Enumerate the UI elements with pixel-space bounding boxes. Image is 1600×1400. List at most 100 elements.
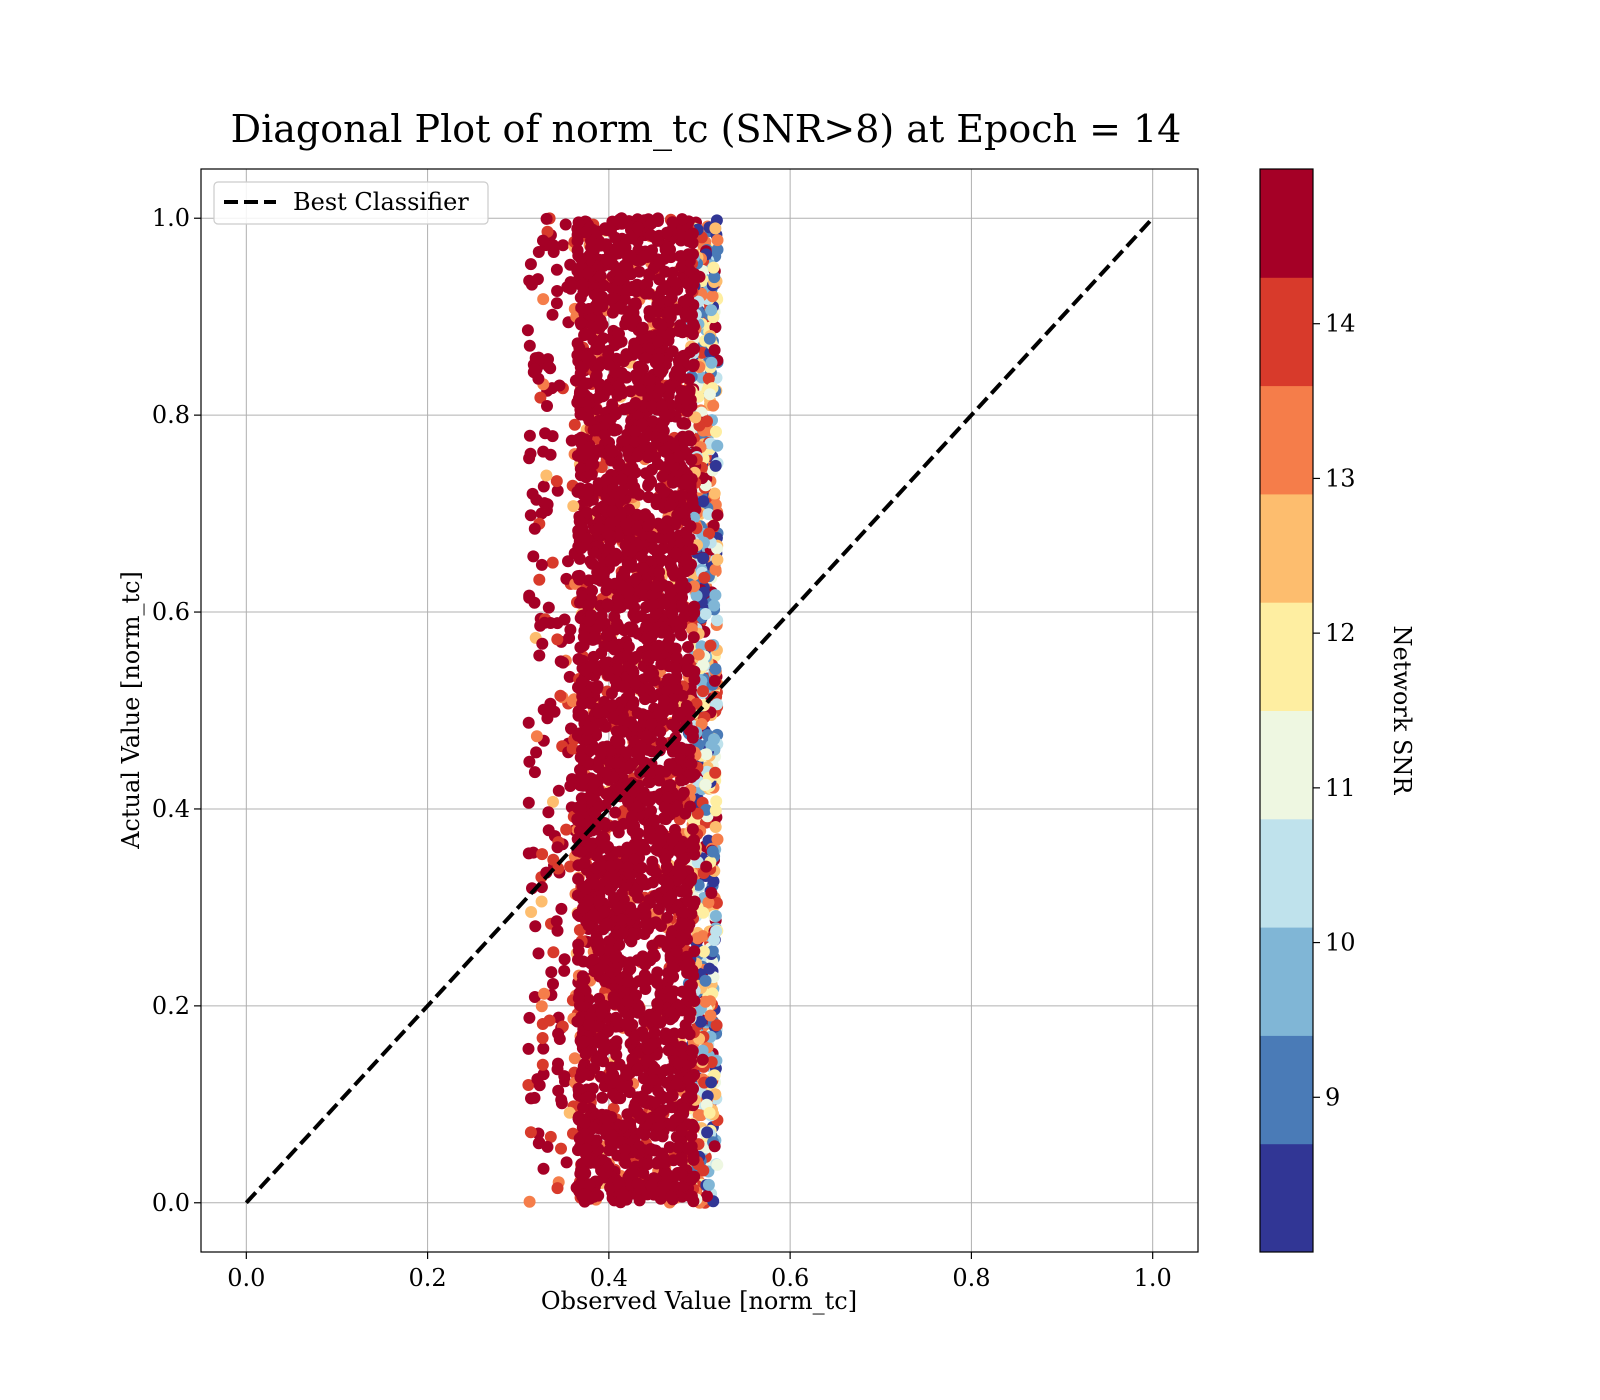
legend-label: Best Classifier xyxy=(293,188,469,216)
scatter-point xyxy=(708,674,721,687)
scatter-point xyxy=(709,910,722,922)
scatter-point xyxy=(609,242,622,255)
scatter-point xyxy=(675,789,688,802)
scatter-point xyxy=(670,651,683,664)
scatter-point xyxy=(524,447,537,460)
scatter-point xyxy=(645,476,658,489)
scatter-point xyxy=(656,470,669,483)
scatter-point xyxy=(635,1110,648,1123)
scatter-point xyxy=(617,1188,629,1200)
colorbar-bin xyxy=(1260,818,1313,928)
scatter-point xyxy=(688,834,700,847)
scatter-point xyxy=(638,580,651,593)
scatter-point xyxy=(661,896,674,909)
scatter-point xyxy=(683,373,696,386)
scatter-point xyxy=(580,506,593,519)
scatter-point xyxy=(608,339,621,352)
scatter-point xyxy=(522,716,535,729)
scatter-point xyxy=(524,509,537,522)
scatter-point xyxy=(601,598,614,611)
scatter-point xyxy=(659,1157,672,1170)
scatter-point xyxy=(645,804,657,817)
scatter-point xyxy=(642,775,655,788)
scatter-point xyxy=(547,978,559,990)
scatter-point xyxy=(627,282,640,295)
scatter-point xyxy=(664,586,677,599)
scatter-point xyxy=(604,859,617,872)
scatter-point xyxy=(536,637,549,650)
scatter-point xyxy=(603,883,616,896)
scatter-points xyxy=(521,212,724,1209)
scatter-point xyxy=(526,487,539,500)
scatter-point xyxy=(540,469,553,482)
scatter-point xyxy=(639,917,652,930)
scatter-point xyxy=(550,297,563,310)
scatter-point xyxy=(656,554,669,567)
scatter-point xyxy=(688,768,701,781)
scatter-point xyxy=(651,234,664,247)
scatter-point xyxy=(660,226,673,239)
scatter-point xyxy=(612,327,625,340)
scatter-point xyxy=(640,351,653,364)
scatter-point xyxy=(686,823,699,836)
scatter-point xyxy=(703,332,716,345)
scatter-point xyxy=(692,648,705,661)
scatter-point xyxy=(677,906,690,919)
scatter-point xyxy=(676,599,689,612)
scatter-point xyxy=(600,1113,613,1126)
scatter-point xyxy=(682,325,695,338)
scatter-point xyxy=(584,696,597,709)
scatter-point xyxy=(578,1188,591,1201)
scatter-point xyxy=(656,1147,668,1160)
scatter-point xyxy=(697,945,710,958)
scatter-point xyxy=(546,430,559,443)
scatter-point xyxy=(610,734,622,747)
scatter-point xyxy=(538,616,551,629)
scatter-point xyxy=(635,550,648,563)
scatter-point xyxy=(665,991,678,1004)
scatter-point xyxy=(616,1081,629,1094)
scatter-point xyxy=(584,555,597,568)
scatter-point xyxy=(702,1178,715,1191)
scatter-point xyxy=(592,894,605,907)
scatter-point xyxy=(615,913,628,926)
scatter-point xyxy=(663,294,676,307)
scatter-point xyxy=(673,842,686,855)
chart-title: Diagonal Plot of norm_tc (SNR>8) at Epoc… xyxy=(231,107,1182,152)
scatter-point xyxy=(657,812,670,825)
scatter-point xyxy=(678,435,691,448)
scatter-point xyxy=(523,429,536,442)
scatter-point xyxy=(619,1017,632,1030)
scatter-point xyxy=(649,451,661,463)
y-tick-label: 0.6 xyxy=(152,598,190,626)
scatter-point xyxy=(636,950,649,963)
scatter-point xyxy=(648,950,661,963)
scatter-point xyxy=(704,639,717,652)
scatter-point xyxy=(605,687,618,700)
scatter-point xyxy=(585,609,598,622)
scatter-point xyxy=(529,920,542,933)
scatter-point xyxy=(535,558,548,571)
scatter-point xyxy=(638,928,651,940)
scatter-point xyxy=(670,682,683,695)
scatter-point xyxy=(650,1012,662,1025)
scatter-point xyxy=(534,391,547,404)
scatter-point xyxy=(550,263,563,276)
scatter-point xyxy=(681,1142,694,1155)
scatter-point xyxy=(633,265,646,278)
scatter-point xyxy=(685,1044,698,1057)
scatter-point xyxy=(670,803,683,815)
scatter-point xyxy=(584,793,597,806)
scatter-point xyxy=(613,274,626,286)
scatter-point xyxy=(536,848,549,861)
scatter-point xyxy=(686,731,699,744)
scatter-point xyxy=(551,484,564,497)
scatter-point xyxy=(641,1158,654,1171)
scatter-point xyxy=(707,399,720,412)
scatter-point xyxy=(535,895,548,908)
scatter-point xyxy=(574,751,587,764)
scatter-point xyxy=(632,827,645,840)
scatter-point xyxy=(581,486,594,499)
scatter-point xyxy=(628,1033,641,1045)
scatter-point xyxy=(668,1180,681,1193)
